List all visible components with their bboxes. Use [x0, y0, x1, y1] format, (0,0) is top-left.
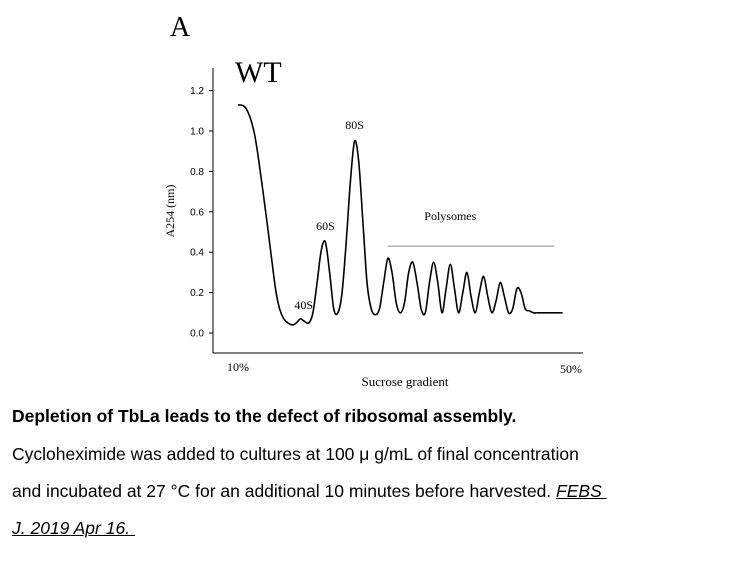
- caption-line-3: J. 2019 Apr 16.: [12, 510, 747, 547]
- caption: Depletion of TbLa leads to the defect of…: [12, 404, 747, 547]
- annotation-80s: 80S: [345, 118, 364, 132]
- y-tick-label: 1.0: [190, 127, 204, 138]
- panel-label: A: [170, 12, 191, 43]
- series-line-0: [237, 103, 563, 326]
- series-group: [237, 103, 563, 326]
- x-tick-label-start: 10%: [227, 360, 249, 374]
- x-axis-label: Sucrose gradient: [361, 374, 448, 389]
- x-tick-label-end: 50%: [560, 362, 582, 376]
- y-tick-label: 0.2: [190, 288, 204, 299]
- citation-link-part2[interactable]: J. 2019 Apr 16.: [12, 518, 135, 538]
- y-tick-label: 0.6: [190, 207, 204, 218]
- y-tick-label: 0.8: [190, 167, 204, 178]
- annotation-polysomes: Polysomes: [424, 209, 476, 223]
- y-tick-label: 1.2: [190, 86, 204, 97]
- caption-line-2: and incubated at 27 °C for an additional…: [12, 473, 747, 510]
- annotation-60s: 60S: [316, 219, 335, 233]
- y-ticks: 0.0 0.2 0.4 0.6 0.8 1.0 1.2: [190, 86, 213, 340]
- y-tick-label: 0.0: [190, 329, 204, 340]
- annotation-40s: 40S: [294, 298, 313, 312]
- citation-link-part1[interactable]: FEBS: [556, 481, 607, 501]
- y-axis-label: A254 (nm): [163, 185, 177, 238]
- caption-line-2-text: and incubated at 27 °C for an additional…: [12, 481, 557, 501]
- chart: A WT 0.0 0.2 0.4 0.6 0.8 1.0 1.2 A254 (nm) 10%…: [163, 12, 583, 389]
- caption-title: Depletion of TbLa leads to the defect of…: [12, 406, 517, 426]
- caption-body: Cycloheximide was added to cultures at 1…: [12, 436, 747, 547]
- y-tick-label: 0.4: [190, 248, 204, 259]
- caption-line-1: Cycloheximide was added to cultures at 1…: [12, 444, 579, 464]
- chart-title: WT: [235, 56, 282, 89]
